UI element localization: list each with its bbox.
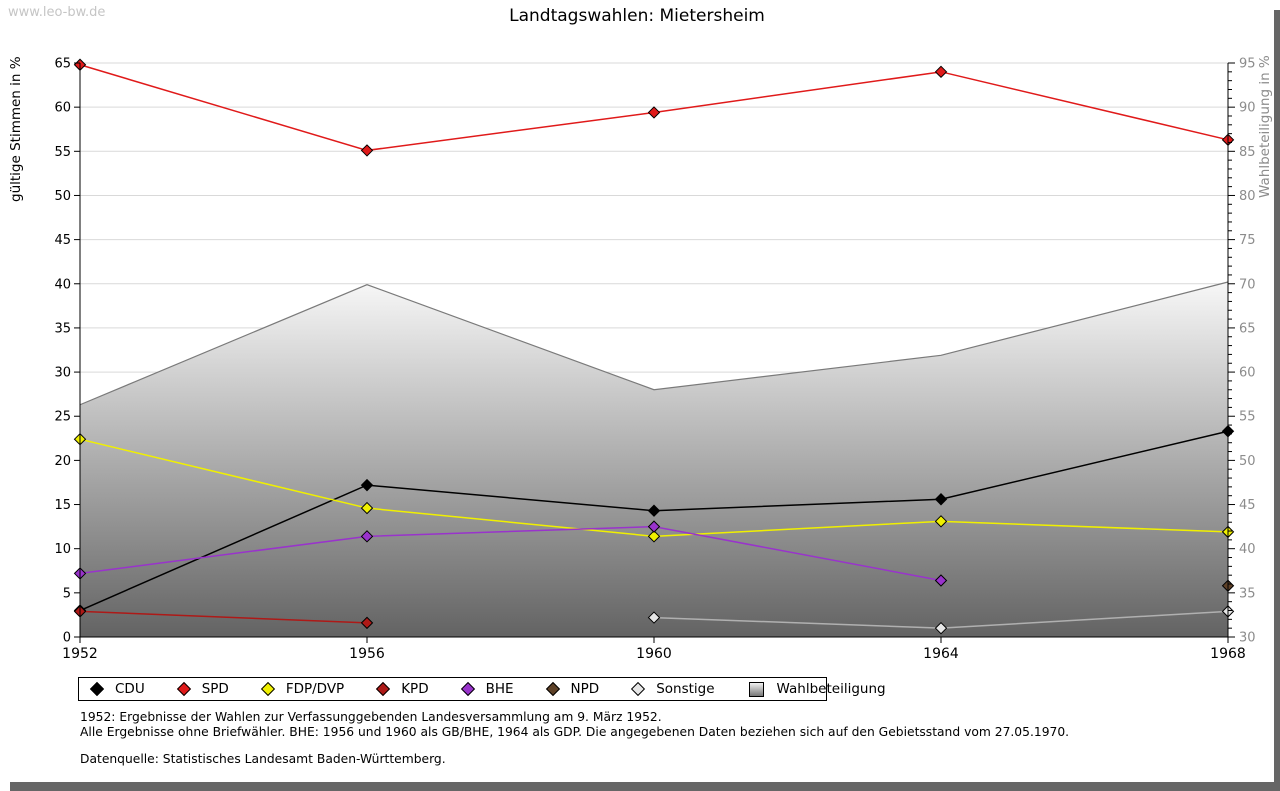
x-tick-label-1956: 1956 [349,646,385,662]
legend-marker-npd [545,681,560,697]
legend-label: CDU [115,681,145,697]
right-tick-label: 95 [1239,57,1256,72]
right-tick-label: 80 [1239,189,1256,204]
marker-spd-1956 [360,144,374,157]
right-tick-label: 50 [1239,454,1256,469]
legend-label: KPD [401,681,429,697]
legend-marker-spd [176,681,191,697]
axes: 0 5 10 15 20 25 30 35 40 45 50 55 60 65 30 35 40 45 50 55 60… [54,57,1255,663]
left-tick-label: 35 [54,321,71,336]
legend-marker-bhe [460,681,475,697]
legend: CDU SPD FDP/DVP KPD BHE NPD Sonstige Wahlbeteil… [78,677,886,701]
footnote-source: Datenquelle: Statistisches Landesamt Bad… [80,752,446,766]
footnote-method: Alle Ergebnisse ohne Briefwähler. BHE: 1… [80,724,1070,739]
right-tick-label: 85 [1239,145,1256,160]
x-tick-label-1960: 1960 [636,646,672,662]
left-tick-label: 30 [54,366,71,381]
legend-label: FDP/DVP [285,681,345,697]
marker-bhe-1964 [934,574,948,587]
legend-item-npd: NPD [545,681,600,697]
marker-sonstige-1960 [647,611,661,624]
right-tick-label: 60 [1239,366,1256,381]
marker-kpd-1956 [360,616,374,630]
right-axis-title: Wahlbeteiligung in % [1257,55,1273,198]
legend-label: BHE [485,681,514,697]
election-line-chart: 0 5 10 15 20 25 30 35 40 45 50 55 60 65 30 35 40 45 50 55 60… [8,55,1273,663]
right-tick-label: 40 [1239,542,1256,557]
right-tick-label: 65 [1239,321,1256,336]
legend-marker-wahlbeteiligung [748,681,764,697]
left-tick-label: 40 [54,277,71,292]
legend-item-bhe: BHE [460,681,514,697]
footnote-1952: 1952: Ergebnisse der Wahlen zur Verfassu… [80,710,662,724]
series-bhe [73,520,948,587]
legend-item-fdp-dvp: FDP/DVP [260,681,345,697]
right-tick-label: 35 [1239,586,1256,601]
series-sonstige [647,605,1235,635]
legend-item-cdu: CDU [89,681,145,697]
marker-fdp-dvp-1960 [647,530,661,543]
chart-title: Landtagswahlen: Mietersheim [509,6,765,26]
legend-label: Wahlbeteiligung [776,681,886,697]
left-tick-label: 25 [54,410,71,425]
x-tick-label-1964: 1964 [923,646,959,662]
left-tick-label: 0 [63,631,71,646]
marker-cdu-1964 [934,493,948,506]
marker-bhe-1960 [647,520,661,533]
drop-shadow-bottom [10,782,1280,791]
right-tick-label: 90 [1239,101,1256,116]
wahlbeteiligung-area-border [79,281,1229,406]
left-tick-label: 10 [54,542,71,557]
drop-shadow-right [1274,10,1280,791]
left-tick-label: 20 [54,454,71,469]
footnotes: 1952: Ergebnisse der Wahlen zur Verfassu… [80,710,1069,767]
marker-sonstige-1964 [934,621,948,635]
marker-spd-1964 [934,65,948,79]
left-axis-title: gültige Stimmen in % [8,56,24,202]
legend-label: SPD [201,681,229,697]
left-tick-label: 45 [54,233,71,248]
legend-item-wahlbeteiligung: Wahlbeteiligung [748,681,886,697]
left-tick-label: 65 [54,57,71,72]
legend-label: NPD [570,681,600,697]
x-tick-label-1952: 1952 [62,646,98,662]
legend-marker-fdp-dvp [260,681,275,697]
marker-cdu-1956 [360,478,374,492]
marker-cdu-1960 [647,504,661,517]
right-tick-label: 75 [1239,233,1256,248]
legend-marker-sonstige [631,681,646,697]
marker-bhe-1956 [360,530,374,543]
legend-label: Sonstige [656,681,715,697]
left-tick-label: 60 [54,101,71,116]
marker-fdp-dvp-1956 [360,501,374,515]
series-kpd [73,605,374,630]
x-tick-label-1968: 1968 [1210,646,1246,662]
marker-fdp-dvp-1964 [934,515,948,528]
left-tick-label: 50 [54,189,71,204]
right-tick-label: 45 [1239,498,1256,513]
right-tick-label: 55 [1239,410,1256,425]
legend-item-spd: SPD [176,681,229,697]
marker-spd-1960 [647,106,661,119]
legend-item-sonstige: Sonstige [631,681,715,697]
legend-marker-cdu [89,681,105,697]
legend-item-kpd: KPD [376,681,429,697]
left-tick-label: 55 [54,145,71,160]
right-tick-label: 70 [1239,277,1256,292]
left-tick-label: 15 [54,498,71,513]
site-watermark: www.leo-bw.de [8,5,106,20]
left-tick-label: 5 [63,586,71,601]
legend-marker-kpd [376,681,391,697]
series-fdp-dvp [73,432,1235,543]
series-cdu [73,425,1235,617]
wahlbeteiligung-area [80,282,1228,637]
right-tick-label: 30 [1239,631,1256,646]
